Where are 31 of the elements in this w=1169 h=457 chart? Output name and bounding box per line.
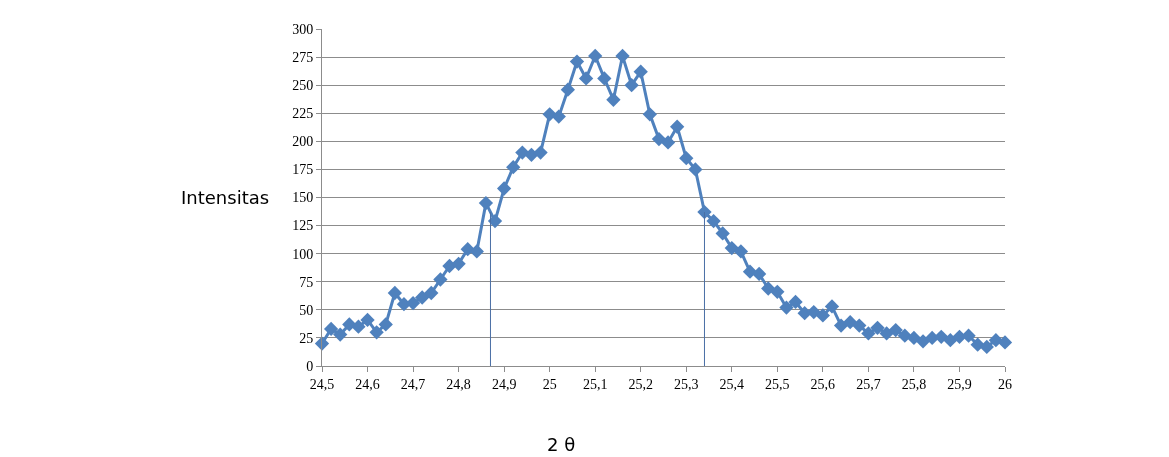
y-tick-label: 225 (292, 106, 314, 122)
x-tick-label: 25,9 (947, 376, 972, 392)
y-axis-title: Intensitas (181, 187, 270, 208)
x-tick-label: 26 (998, 376, 1012, 392)
x-tick-label: 25 (542, 376, 557, 392)
x-tick-label: 24,8 (446, 376, 471, 392)
x-tick-label: 25,7 (856, 376, 881, 392)
x-tick-label: 24,9 (491, 376, 517, 392)
x-tick-label: 25,2 (628, 376, 653, 392)
x-tick-label: 25,5 (765, 376, 790, 392)
x-tick-label: 25,4 (719, 376, 745, 392)
x-tick-label: 24,7 (400, 376, 426, 392)
y-tick-label: 275 (292, 49, 314, 65)
y-tick-label: 175 (292, 162, 314, 178)
y-tick-label: 125 (292, 218, 314, 234)
x-tick-label: 25,1 (582, 376, 608, 392)
x-tick-label: 24,5 (309, 376, 335, 392)
x-axis-title: 2 θ (547, 434, 576, 455)
y-tick-label: 250 (292, 78, 314, 94)
x-tick-label: 25,8 (901, 376, 927, 392)
y-tick-label: 150 (292, 190, 314, 206)
y-tick-label: 75 (299, 274, 314, 290)
x-tick-label: 25,6 (810, 376, 836, 392)
y-tick-label: 25 (299, 330, 314, 346)
y-tick-label: 0 (306, 358, 314, 374)
y-tick-label: 300 (292, 21, 314, 37)
x-tick-label: 25,3 (674, 376, 699, 392)
y-tick-label: 50 (299, 302, 314, 318)
x-tick-label: 24,6 (355, 376, 380, 392)
y-tick-label: 100 (292, 246, 314, 262)
y-tick-label: 200 (292, 134, 314, 150)
